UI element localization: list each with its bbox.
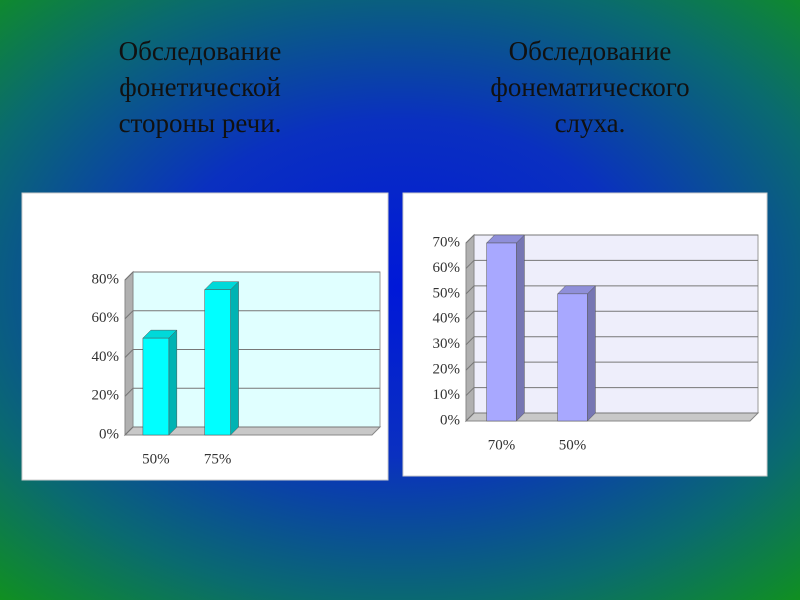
y-tick-label: 0% (99, 426, 119, 442)
x-tick-label: 70% (488, 437, 516, 453)
grid-line (465, 412, 475, 422)
grid-line (124, 310, 134, 320)
bar-side (230, 281, 239, 436)
side-wall (465, 233, 475, 423)
x-tick-label: 50% (142, 451, 170, 467)
bar (204, 289, 231, 436)
grid-line (124, 426, 134, 436)
y-tick-label: 80% (92, 271, 120, 287)
grid-line (465, 387, 475, 396)
y-tick-label: 70% (433, 234, 461, 250)
bar (142, 337, 170, 436)
y-tick-label: 60% (433, 260, 461, 276)
bar (557, 293, 588, 422)
bar-side (168, 329, 178, 436)
slide-title: Обследование фонетической стороны речи. (118, 36, 282, 138)
x-tick-label: 75% (204, 451, 232, 467)
y-tick-label: 10% (433, 387, 461, 403)
grid-line (124, 349, 134, 358)
y-tick-label: 20% (92, 388, 120, 404)
y-tick-label: 20% (433, 362, 461, 378)
y-tick-label: 30% (433, 336, 461, 352)
y-tick-label: 50% (433, 285, 461, 301)
grid-line (465, 260, 475, 269)
y-tick-label: 0% (440, 412, 460, 428)
grid-line (124, 271, 134, 281)
grid-line (465, 310, 475, 320)
slide-title: Обследование фонематического слуха. (490, 36, 690, 138)
grid-line (124, 387, 134, 397)
y-tick-label: 40% (92, 349, 120, 365)
grid-line (465, 285, 475, 295)
x-tick-label: 50% (559, 437, 587, 453)
y-tick-label: 40% (433, 311, 461, 327)
grid-line (465, 336, 475, 346)
bar-side (587, 285, 596, 422)
y-tick-label: 60% (92, 310, 120, 326)
grid-line (465, 234, 475, 244)
bar-side (516, 234, 525, 422)
bar (486, 242, 517, 422)
grid-line (465, 361, 475, 371)
